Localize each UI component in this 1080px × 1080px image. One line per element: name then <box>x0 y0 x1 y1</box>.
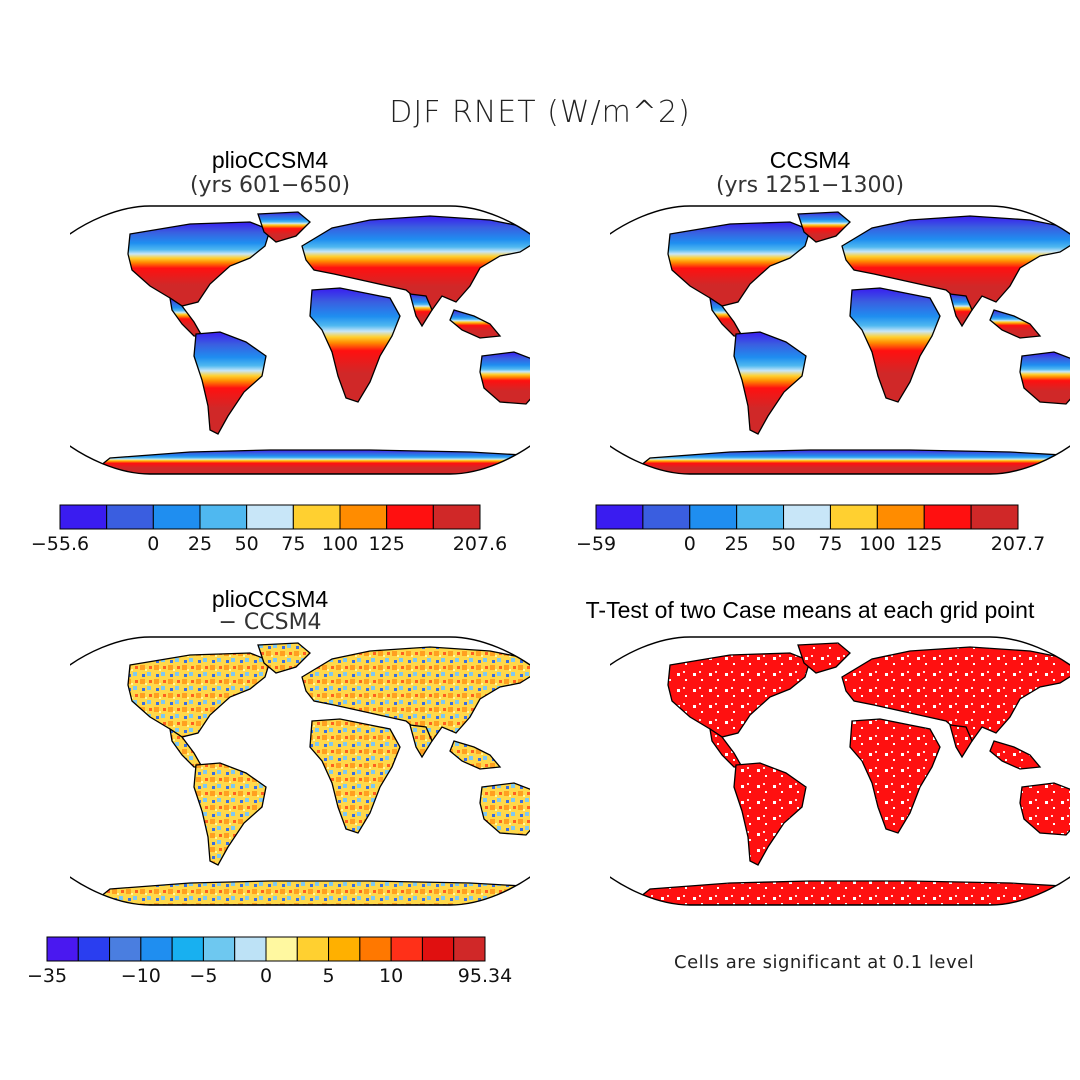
colorbar-swatch <box>923 504 972 530</box>
colorbar-swatch <box>265 936 298 962</box>
colorbar-tick-label: −10 <box>121 965 161 987</box>
figure-title: DJF RNET (W/m^2) <box>389 95 691 130</box>
colorbar-tick-label: −59 <box>576 533 616 555</box>
panel3-title: plioCCSM4 <box>211 586 329 612</box>
panel1-title: plioCCSM4 <box>211 147 329 173</box>
colorbar-swatch <box>77 936 111 962</box>
colorbar-swatch <box>234 936 267 962</box>
colorbar-tick-label: −55.6 <box>31 533 89 555</box>
colorbar-swatch <box>642 504 691 530</box>
colorbar-tick-label: 75 <box>281 533 305 555</box>
colorbar-tick-label: 50 <box>235 533 259 555</box>
colorbar-swatch <box>390 936 423 962</box>
colorbar-swatch <box>595 504 644 530</box>
panel4-title: T-Test of two Case means at each grid po… <box>585 597 1035 623</box>
colorbar-swatch <box>106 504 154 530</box>
colorbar-tick-label: 0 <box>260 965 272 987</box>
panel3-map <box>70 636 530 906</box>
colorbar-tick-label: 95.34 <box>458 965 512 987</box>
colorbar-tick-label: −35 <box>27 965 67 987</box>
colorbar-swatch <box>199 504 248 530</box>
colorbar-tick-label: 10 <box>379 965 403 987</box>
colorbar-tick-label: 0 <box>684 533 696 555</box>
colorbar-swatch <box>328 936 361 962</box>
colorbar-tick-label: 75 <box>818 533 842 555</box>
panel3-colorbar: −35 −10 −5 0 5 10 95.34 <box>27 936 512 987</box>
colorbar-swatch <box>386 504 434 530</box>
colorbar-swatch <box>421 936 455 962</box>
panel1-subtitle: (yrs 601−650) <box>189 173 351 198</box>
panel2-subtitle: (yrs 1251−1300) <box>715 173 905 198</box>
colorbar-tick-label: 125 <box>906 533 942 555</box>
panel3-subtitle: − CCSM4 <box>218 610 322 635</box>
colorbar-swatch <box>736 504 785 530</box>
colorbar-tick-label: 100 <box>322 533 358 555</box>
colorbar-swatch <box>829 504 878 530</box>
colorbar-swatch <box>46 936 79 962</box>
colorbar-swatch <box>202 936 236 962</box>
colorbar-swatch <box>296 936 330 962</box>
panel2-map <box>610 205 1070 475</box>
colorbar-tick-label: 0 <box>147 533 159 555</box>
colorbar-swatch <box>339 504 388 530</box>
panel2-colorbar: −59 0 25 50 75 100 125 207.7 <box>576 504 1045 555</box>
panel1-colorbar: −55.6 0 25 50 75 100 125 207.6 <box>31 504 507 555</box>
colorbar-swatch <box>970 504 1019 530</box>
colorbar-swatch <box>109 936 142 962</box>
colorbar-tick-label: −5 <box>189 965 217 987</box>
colorbar-swatch <box>246 504 294 530</box>
colorbar-swatch <box>171 936 204 962</box>
colorbar-tick-label: 207.7 <box>991 533 1045 555</box>
colorbar-tick-label: 5 <box>323 965 335 987</box>
colorbar-swatch <box>432 504 481 530</box>
colorbar-swatch <box>876 504 925 530</box>
colorbar-swatch <box>292 504 341 530</box>
significance-note: Cells are significant at 0.1 level <box>674 952 975 973</box>
colorbar-tick-label: 125 <box>369 533 405 555</box>
colorbar-tick-label: 207.6 <box>453 533 507 555</box>
colorbar-tick-label: 100 <box>859 533 895 555</box>
panel2-title: CCSM4 <box>769 147 851 173</box>
colorbar-swatch <box>453 936 486 962</box>
colorbar-swatch <box>152 504 201 530</box>
colorbar-swatch <box>689 504 738 530</box>
colorbar-tick-label: 50 <box>771 533 795 555</box>
colorbar-tick-label: 25 <box>188 533 212 555</box>
colorbar-swatch <box>140 936 173 962</box>
colorbar-swatch <box>59 504 108 530</box>
panel4-map <box>610 636 1070 906</box>
colorbar-swatch <box>359 936 392 962</box>
colorbar-swatch <box>783 504 831 530</box>
colorbar-tick-label: 25 <box>725 533 749 555</box>
panel1-map <box>70 205 530 475</box>
